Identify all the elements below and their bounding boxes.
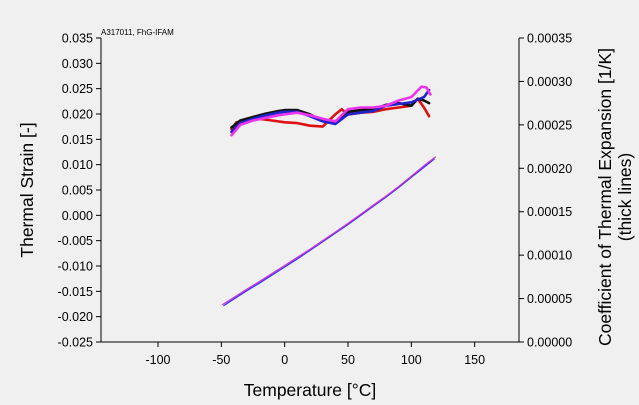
cte-series-line-6	[230, 85, 432, 137]
x-tick-label: 50	[341, 353, 355, 367]
left-y-tick-label: -0.025	[58, 336, 93, 350]
x-axis-title: Temperature [°C]	[244, 380, 376, 400]
right-y-tick-label: 0.00005	[527, 292, 572, 306]
chart-annotation: A317011, FhG-IFAM	[101, 28, 174, 37]
left-y-tick-label: 0.000	[62, 209, 93, 223]
left-y-tick-label: -0.015	[58, 285, 93, 299]
x-tick-label: -100	[145, 353, 170, 367]
left-y-axis-title: Thermal Strain [-]	[17, 122, 37, 257]
right-y-tick-label: 0.00035	[527, 32, 572, 46]
cte-series-line-5	[230, 88, 431, 134]
right-y-tick-label: 0.00025	[527, 118, 572, 132]
tick-marks	[96, 37, 524, 347]
strain-series-line-2	[221, 156, 437, 306]
x-tick-label: 100	[401, 353, 422, 367]
x-tick-label: 0	[281, 353, 288, 367]
x-tick-label: 150	[464, 353, 485, 367]
tick-labels: -100 -50 0 50 100 150 0.035 0.030 0.025 0.020 0.01…	[58, 32, 573, 368]
left-y-tick-label: 0.030	[62, 57, 93, 71]
left-y-tick-label: -0.010	[58, 260, 93, 274]
series-lines	[221, 85, 437, 307]
right-y-axis-title-line2: (thick lines)	[615, 153, 635, 242]
right-y-tick-label: 0.00000	[527, 336, 572, 350]
left-y-tick-label: 0.035	[62, 32, 93, 46]
right-y-tick-label: 0.00030	[527, 75, 572, 89]
left-y-tick-label: 0.005	[62, 184, 93, 198]
right-y-axis-title-line1: Coefficient of Thermal Expansion [1/K]	[595, 48, 615, 346]
strain-series-line-1	[223, 158, 435, 307]
right-y-tick-label: 0.00020	[527, 162, 572, 176]
left-y-tick-label: -0.020	[58, 310, 93, 324]
left-y-tick-label: 0.015	[62, 133, 93, 147]
left-y-tick-label: 0.025	[62, 82, 93, 96]
left-y-tick-label: 0.010	[62, 158, 93, 172]
right-y-tick-label: 0.00010	[527, 249, 572, 263]
left-y-tick-label: 0.020	[62, 108, 93, 122]
x-tick-label: -50	[212, 353, 230, 367]
left-y-tick-label: -0.005	[58, 234, 93, 248]
right-y-tick-label: 0.00015	[527, 205, 572, 219]
